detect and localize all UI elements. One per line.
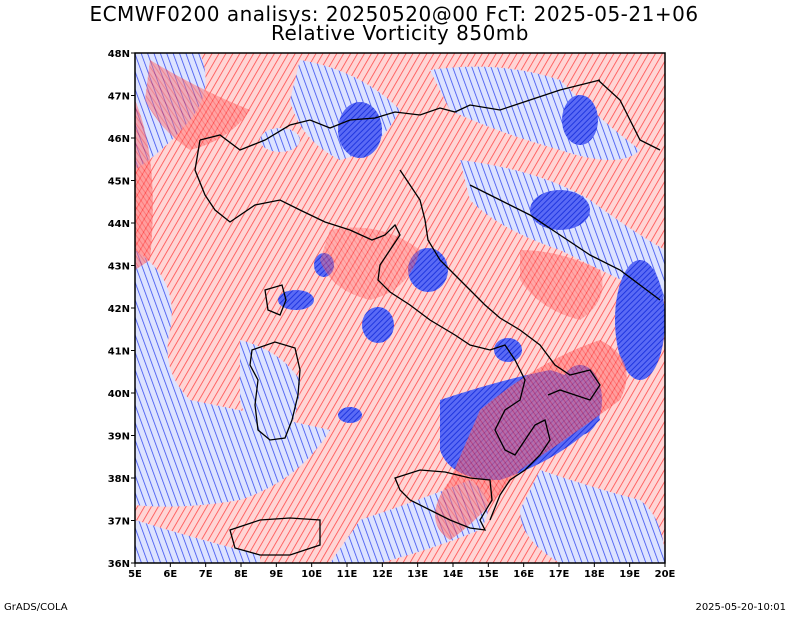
lon-tick-label: 18E xyxy=(584,569,605,580)
lat-tick-label: 40N xyxy=(108,389,130,400)
lat-tick-label: 38N xyxy=(108,474,130,485)
coastlines xyxy=(194,79,661,556)
lon-tick-label: 20E xyxy=(655,569,676,580)
latitude-axis: 48N 47N 46N 45N 44N 43N 42N 41N 40N 39N 38N 37N 36N xyxy=(108,49,135,570)
lon-tick-label: 11E xyxy=(337,569,358,580)
lon-tick-label: 5E xyxy=(128,569,142,580)
lon-tick-label: 15E xyxy=(478,569,499,580)
map-title: ECMWF0200 analisys: 20250520@00 FcT: 202… xyxy=(89,2,699,26)
lon-tick-label: 6E xyxy=(163,569,177,580)
vorticity-field xyxy=(135,53,665,563)
lat-tick-label: 37N xyxy=(108,517,130,528)
lat-tick-label: 41N xyxy=(108,347,130,358)
lat-tick-label: 46N xyxy=(108,134,130,145)
lat-tick-label: 43N xyxy=(108,262,130,273)
lon-tick-label: 8E xyxy=(234,569,248,580)
longitude-axis: 5E 6E 7E 8E 9E 10E 11E 12E 13E 14E 15E 16E 17E 18E 19E… xyxy=(128,563,676,580)
lon-tick-label: 17E xyxy=(549,569,570,580)
lat-tick-label: 44N xyxy=(108,219,130,230)
lon-tick-label: 10E xyxy=(301,569,322,580)
lon-tick-label: 9E xyxy=(269,569,283,580)
lon-tick-label: 16E xyxy=(513,569,534,580)
lat-tick-label: 36N xyxy=(108,559,130,570)
lat-tick-label: 42N xyxy=(108,304,130,315)
lon-tick-label: 14E xyxy=(443,569,464,580)
map-subtitle: Relative Vorticity 850mb xyxy=(271,21,529,45)
lat-tick-label: 39N xyxy=(108,432,130,443)
lat-tick-label: 47N xyxy=(108,92,130,103)
lat-tick-label: 48N xyxy=(108,49,130,60)
footer-software-label: GrADS/COLA xyxy=(4,602,68,613)
lon-tick-label: 12E xyxy=(372,569,393,580)
lon-tick-label: 19E xyxy=(619,569,640,580)
lon-tick-label: 13E xyxy=(407,569,428,580)
lat-tick-label: 45N xyxy=(108,177,130,188)
footer-timestamp: 2025-05-20-10:01 xyxy=(695,602,786,613)
lon-tick-label: 7E xyxy=(199,569,213,580)
